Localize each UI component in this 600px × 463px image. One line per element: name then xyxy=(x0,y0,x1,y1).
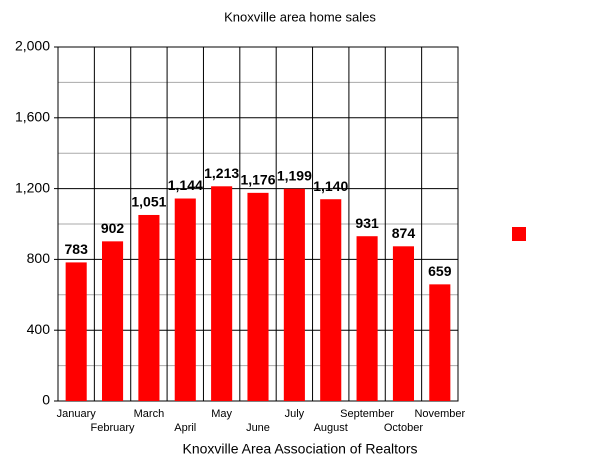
value-label: 1,051 xyxy=(131,194,166,210)
x-tick-label: October xyxy=(384,422,423,434)
value-label: 902 xyxy=(101,220,125,236)
bar xyxy=(320,199,342,401)
y-tick-label: 400 xyxy=(27,321,51,337)
bar xyxy=(283,188,305,401)
x-tick-label: September xyxy=(340,408,394,420)
y-tick-label: 800 xyxy=(27,250,51,266)
bar xyxy=(65,262,87,401)
x-tick-label: July xyxy=(285,408,305,420)
value-label: 783 xyxy=(65,241,89,257)
value-label: 1,199 xyxy=(277,167,312,183)
y-tick-label: 0 xyxy=(42,392,50,408)
chart-title: Knoxville area home sales xyxy=(224,9,376,24)
x-axis-label: Knoxville Area Association of Realtors xyxy=(182,441,417,457)
y-tick-label: 2,000 xyxy=(15,38,50,54)
bar xyxy=(429,284,451,401)
legend-swatch xyxy=(512,227,526,241)
bar xyxy=(392,246,414,401)
bar xyxy=(247,192,269,401)
value-label: 874 xyxy=(392,225,416,241)
x-tick-label: November xyxy=(414,408,465,420)
bar xyxy=(356,236,378,401)
x-tick-label: January xyxy=(57,408,97,420)
x-tick-label: April xyxy=(174,422,196,434)
y-tick-label: 1,200 xyxy=(15,179,50,195)
bar xyxy=(138,214,160,401)
value-label: 1,213 xyxy=(204,165,239,181)
value-label: 1,144 xyxy=(168,177,203,193)
bar xyxy=(174,198,196,401)
x-tick-label: June xyxy=(246,422,270,434)
bar xyxy=(102,241,124,401)
value-label: 1,140 xyxy=(313,178,348,194)
value-label: 931 xyxy=(355,215,379,231)
x-tick-label: February xyxy=(91,422,136,434)
value-label: 659 xyxy=(428,263,452,279)
x-tick-label: August xyxy=(314,422,348,434)
value-label: 1,176 xyxy=(240,172,275,188)
y-tick-label: 1,600 xyxy=(15,109,50,125)
x-tick-label: May xyxy=(211,408,232,420)
x-tick-label: March xyxy=(134,408,165,420)
bar xyxy=(211,186,233,401)
